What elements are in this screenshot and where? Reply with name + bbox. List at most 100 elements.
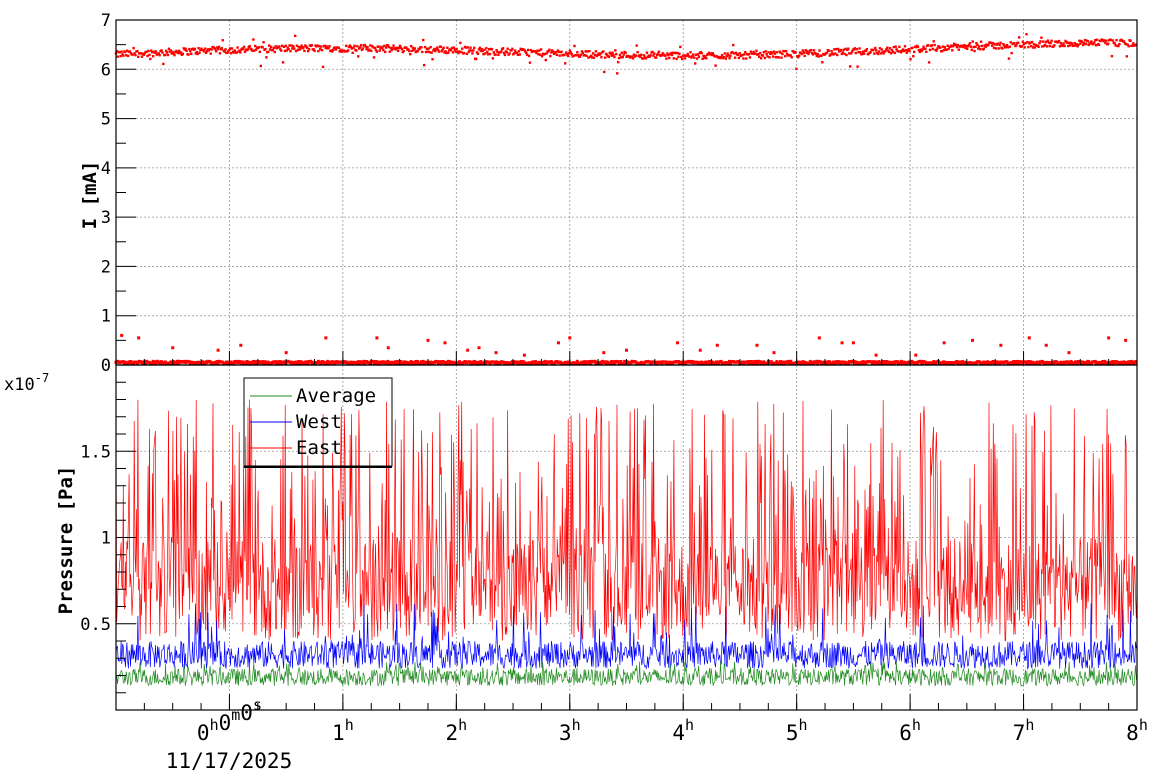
current-upper-point <box>941 45 945 48</box>
current-lower-point <box>296 361 300 365</box>
current-upper-point <box>585 54 588 58</box>
current-upper-point <box>907 47 910 51</box>
current-upper-point <box>935 49 938 52</box>
current-upper-point <box>672 57 676 60</box>
current-upper-point <box>450 46 454 50</box>
current-lower-point <box>1127 360 1131 364</box>
current-spike-point-0 <box>120 333 124 337</box>
current-lower-point <box>399 360 403 364</box>
current-upper-point <box>383 44 386 48</box>
current-upper-point <box>949 45 952 49</box>
current-upper-point <box>960 44 963 47</box>
current-upper-point <box>978 45 981 48</box>
current-lower-point <box>276 361 280 365</box>
current-upper-point <box>1005 43 1009 47</box>
current-upper-point <box>409 52 412 56</box>
current-upper-point <box>150 49 153 52</box>
current-upper-point <box>697 55 701 58</box>
current-upper-point <box>835 53 839 57</box>
current-lower-point <box>403 360 407 364</box>
legend: Average West East <box>243 377 393 468</box>
current-upper-point <box>1078 39 1081 42</box>
current-upper-point <box>136 49 139 53</box>
current-upper-point <box>1020 45 1024 48</box>
current-upper-point <box>189 52 193 56</box>
current-spike-point-19 <box>676 341 680 345</box>
current-upper-point <box>979 40 983 43</box>
current-upper-point <box>140 55 144 58</box>
current-upper-point <box>537 52 540 56</box>
current-upper-point <box>1058 45 1062 48</box>
current-upper-point <box>770 50 773 54</box>
current-upper-point <box>220 47 224 50</box>
current-upper-point <box>820 54 823 58</box>
current-upper-point <box>836 47 840 51</box>
current-lower-point <box>542 361 546 365</box>
current-upper-point <box>184 47 187 50</box>
current-upper-point <box>543 52 547 56</box>
current-upper-point <box>636 51 639 54</box>
current-lower-point <box>309 359 313 363</box>
current-lower-point <box>882 362 886 366</box>
current-upper-point <box>734 51 738 55</box>
current-lower-point <box>1011 361 1015 365</box>
current-upper-point <box>1086 40 1090 43</box>
current-upper-point <box>418 47 421 51</box>
current-upper-point <box>369 44 372 47</box>
current-upper-point <box>434 49 437 53</box>
current-lower-point <box>755 361 759 365</box>
current-upper-point <box>344 44 348 48</box>
current-upper-point <box>346 49 350 52</box>
current-lower-point <box>298 360 302 364</box>
current-spike-point-18 <box>625 348 628 352</box>
current-lower-point <box>543 359 547 363</box>
current-lower-point <box>741 360 745 364</box>
current-lower-point <box>728 359 732 363</box>
current-upper-point <box>579 53 583 56</box>
current-x-ticks <box>115 351 1138 365</box>
current-lower-point <box>816 361 820 365</box>
current-upper-point <box>1118 42 1121 46</box>
current-upper-point <box>258 50 262 54</box>
current-upper-point <box>461 47 464 50</box>
current-upper-point <box>228 48 231 52</box>
current-upper-point <box>567 52 571 55</box>
current-upper-point <box>880 48 883 51</box>
current-upper-point <box>366 46 369 49</box>
current-upper-point <box>850 50 854 53</box>
current-upper-point <box>129 52 133 55</box>
current-upper-point <box>545 52 548 55</box>
current-upper-point <box>1061 44 1064 48</box>
current-upper-point <box>412 48 416 51</box>
current-upper-point <box>690 56 693 59</box>
current-lower-point <box>253 360 257 364</box>
current-upper-point <box>133 52 136 55</box>
current-upper-point <box>664 54 667 57</box>
current-upper-point <box>616 60 620 64</box>
current-upper-point <box>1022 42 1025 46</box>
current-upper-point <box>706 52 710 56</box>
current-upper-point <box>142 53 146 56</box>
current-upper-point <box>1031 46 1035 49</box>
current-spike-point-12 <box>477 346 481 350</box>
current-upper-point <box>188 47 191 51</box>
current-upper-point <box>723 52 727 55</box>
current-upper-point <box>609 52 612 55</box>
current-upper-point <box>497 53 500 57</box>
current-upper-point <box>693 56 696 59</box>
current-upper-point <box>737 56 741 60</box>
current-upper-point <box>400 47 404 51</box>
current-upper-point <box>898 45 901 49</box>
legend-entry-average: Average <box>250 385 376 407</box>
current-upper-point <box>563 53 566 56</box>
current-upper-point <box>121 53 124 56</box>
current-upper-point <box>644 57 648 60</box>
current-upper-point <box>143 52 146 55</box>
current-y-ticks: 0 1 2 3 4 5 6 7 <box>101 11 136 376</box>
current-upper-point <box>166 53 170 57</box>
current-lower-point <box>719 359 723 363</box>
current-upper-point <box>352 46 355 49</box>
current-lower-point <box>870 360 874 364</box>
current-upper-point <box>451 51 455 54</box>
current-lower-point <box>244 361 248 365</box>
